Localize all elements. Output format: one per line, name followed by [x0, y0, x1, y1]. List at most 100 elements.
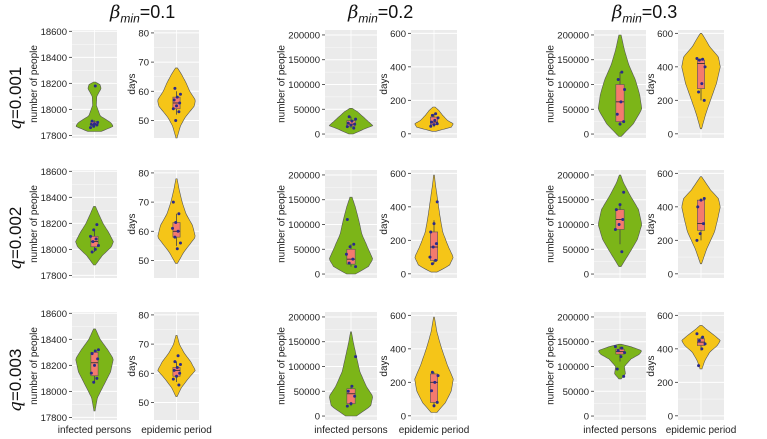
y-axis-label: days [127, 355, 138, 376]
data-point [697, 90, 701, 94]
y-tick-label: 0 [584, 270, 589, 281]
data-point [96, 243, 100, 247]
y-tick-label: 70 [138, 198, 149, 209]
column-title-beta-1: βmin=0.1 [110, 2, 175, 26]
y-axis-label: days [127, 213, 138, 234]
y-tick-label: 50 [138, 256, 149, 267]
y-axis-label: number of people [29, 327, 40, 405]
y-tick-label: 600 [390, 29, 406, 40]
y-tick-label: 200 [390, 378, 406, 389]
box-iqr [172, 222, 181, 238]
y-tick-label: 17800 [41, 271, 67, 282]
data-point [354, 355, 358, 359]
data-point [173, 86, 177, 90]
data-point [177, 383, 181, 387]
data-point [176, 354, 180, 358]
data-point [432, 123, 436, 127]
beta-symbol: β [110, 2, 121, 23]
x-axis-label: epidemic period [141, 425, 212, 436]
data-point [92, 380, 96, 384]
y-tick-label: 17800 [41, 131, 67, 142]
y-tick-label: 80 [138, 168, 149, 179]
beta-subscript: min [622, 11, 642, 26]
y-tick-label: 400 [390, 202, 406, 213]
y-axis-label: number of people [277, 327, 288, 405]
data-point [345, 125, 349, 129]
data-point [178, 92, 182, 96]
y-tick-label: 100000 [557, 80, 589, 91]
data-point [620, 346, 624, 350]
data-point [430, 113, 434, 117]
y-tick-label: 400 [657, 344, 673, 355]
data-point [615, 367, 619, 371]
beta-value: =0.1 [139, 2, 176, 22]
y-tick-label: 0 [315, 270, 320, 281]
y-tick-label: 600 [390, 169, 406, 180]
y-tick-label: 50000 [294, 387, 320, 398]
data-point [622, 374, 626, 378]
data-point [95, 123, 99, 127]
data-point [178, 363, 182, 367]
data-point [172, 368, 176, 372]
data-point [349, 123, 353, 127]
data-point [344, 252, 348, 256]
beta-symbol: β [348, 2, 359, 23]
y-tick-label: 50000 [294, 105, 320, 116]
y-tick-label: 400 [390, 344, 406, 355]
data-point [171, 200, 175, 204]
y-tick-label: 200 [390, 236, 406, 247]
y-tick-label: 400 [390, 62, 406, 73]
y-axis-label: days [379, 355, 390, 376]
data-point [176, 229, 180, 233]
data-point [349, 402, 353, 406]
y-tick-label: 18600 [41, 27, 67, 38]
data-point [431, 245, 435, 249]
data-point [90, 250, 94, 254]
data-point [623, 87, 627, 91]
data-point [346, 121, 350, 125]
data-point [695, 56, 699, 60]
x-axis-label: infected persons [58, 425, 131, 436]
y-tick-label: 18000 [41, 387, 67, 398]
data-point [89, 122, 93, 126]
y-axis-label: number of people [277, 185, 288, 263]
data-point [352, 126, 356, 130]
panel-r2-c1-period: 50 60 70 80 days [127, 168, 199, 278]
y-tick-label: 200 [657, 96, 673, 107]
data-point [428, 255, 432, 259]
box-iqr [615, 84, 625, 122]
y-tick-label: 0 [668, 269, 673, 280]
y-axis-label: days [127, 73, 138, 94]
data-point [433, 380, 437, 384]
data-point [173, 360, 177, 364]
data-point [432, 404, 436, 408]
data-point [697, 364, 701, 368]
data-point [175, 104, 178, 108]
data-point [621, 218, 625, 222]
y-tick-label: 400 [657, 202, 673, 213]
data-point [436, 374, 440, 378]
y-tick-label: 200000 [557, 170, 589, 181]
box-iqr [697, 59, 705, 89]
data-point [698, 232, 702, 236]
y-tick-label: 60 [138, 369, 149, 380]
data-point [93, 363, 96, 367]
y-tick-label: 50000 [563, 387, 589, 398]
y-tick-label: 50000 [563, 105, 589, 116]
data-point [177, 110, 181, 114]
data-point [95, 223, 99, 227]
y-axis-label: number of people [546, 327, 557, 405]
data-point [174, 118, 178, 122]
panel-r3-c2-period: 0 200 400 600 days epidemic period [379, 311, 470, 436]
y-tick-label: 600 [657, 29, 673, 40]
data-point [697, 338, 701, 342]
data-point [345, 404, 349, 408]
data-point [702, 98, 706, 102]
beta-symbol: β [612, 2, 623, 23]
data-point [351, 257, 355, 261]
data-point [175, 374, 178, 378]
y-tick-label: 0 [315, 130, 320, 141]
